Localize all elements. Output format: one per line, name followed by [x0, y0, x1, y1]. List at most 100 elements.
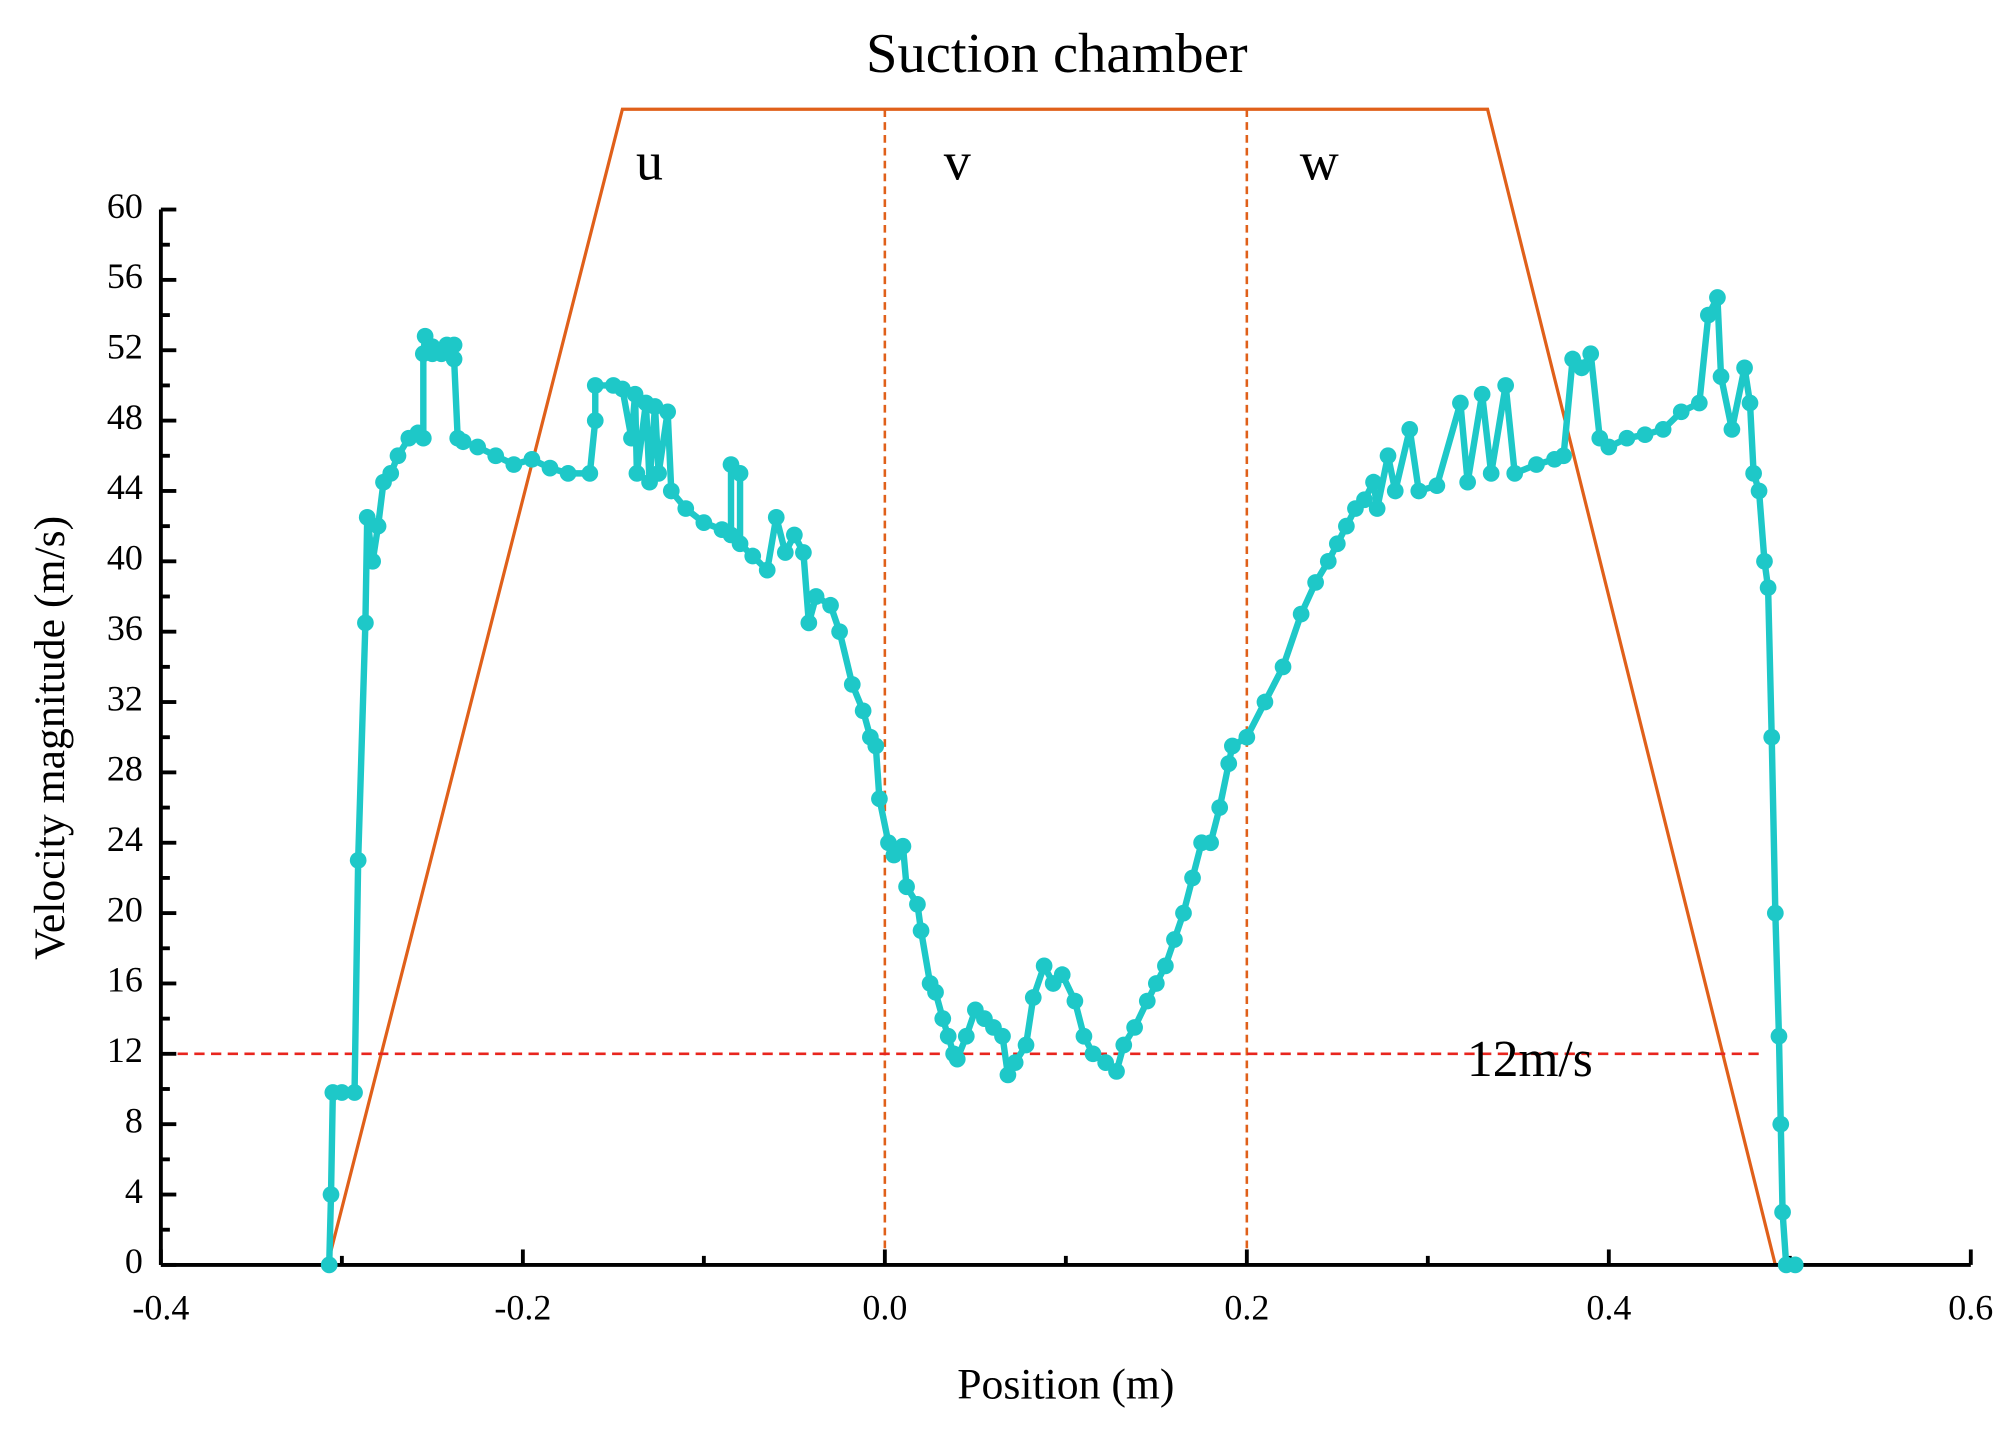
y-tick-label: 56 [107, 256, 143, 296]
data-point [1582, 345, 1600, 363]
y-tick-label: 12 [107, 1030, 143, 1070]
data-point [623, 429, 640, 447]
data-point [382, 465, 400, 482]
data-point [867, 737, 885, 755]
data-point [389, 447, 407, 465]
x-tick-label: 0.4 [1586, 1287, 1631, 1327]
data-point [646, 398, 664, 415]
y-tick-label: 32 [107, 678, 143, 718]
data-point [320, 1256, 338, 1274]
region-label: u [636, 132, 663, 192]
x-tick-label: -0.2 [494, 1287, 551, 1327]
data-point [586, 377, 604, 394]
data-point [948, 1050, 966, 1068]
data-point [357, 614, 374, 632]
data-point [1750, 482, 1768, 500]
data-point [628, 465, 646, 482]
data-point [1108, 1063, 1125, 1080]
reference-label: 12m/s [1467, 1031, 1593, 1088]
data-point [934, 1010, 952, 1027]
data-point [894, 837, 912, 855]
chamber-outline [325, 107, 1777, 1266]
data-point [898, 878, 915, 896]
data-point [1166, 931, 1183, 948]
data-point [1126, 1019, 1143, 1036]
data-point [1338, 517, 1355, 535]
x-tick-label: 0.6 [1948, 1287, 1993, 1327]
data-point [800, 614, 818, 632]
data-point [927, 983, 944, 1001]
data-point [1459, 473, 1477, 491]
series-line [325, 294, 1796, 1269]
data-point [1772, 1115, 1790, 1133]
data-point [1184, 869, 1201, 887]
data-point [364, 552, 381, 570]
data-point [1274, 658, 1292, 676]
data-point [999, 1066, 1017, 1084]
y-tick-label: 20 [107, 889, 143, 929]
data-point [1700, 306, 1717, 324]
data-point [1482, 465, 1500, 482]
data-point [695, 514, 713, 531]
data-point [1763, 728, 1781, 746]
data-point [731, 465, 749, 482]
data-point [1368, 500, 1386, 517]
data-point [349, 851, 367, 869]
x-tick-label: -0.4 [132, 1287, 189, 1327]
data-point [1017, 1036, 1035, 1054]
x-tick-label: 0.0 [862, 1287, 907, 1327]
data-point [1452, 394, 1469, 412]
data-point [1473, 385, 1491, 403]
data-point [1712, 368, 1730, 385]
data-point [871, 790, 888, 808]
y-axis-label: Velocity magnitude (m/s) [26, 516, 74, 960]
data-point [677, 500, 695, 517]
data-point [1736, 359, 1753, 377]
data-point [1774, 1203, 1791, 1221]
y-tick-label: 16 [107, 960, 143, 1000]
data-point [659, 403, 677, 421]
data-point [776, 544, 794, 561]
data-point [758, 561, 776, 579]
data-point [1356, 491, 1373, 509]
data-point [1672, 403, 1690, 421]
data-point [1766, 904, 1784, 922]
data-point [541, 459, 559, 477]
data-point [1741, 394, 1759, 412]
data-point [1024, 989, 1042, 1006]
data-point [650, 465, 667, 482]
data-point [1636, 426, 1654, 444]
data-point [854, 702, 872, 720]
data-point [731, 535, 749, 553]
data-point [559, 465, 577, 482]
data-point [1497, 377, 1515, 394]
data-point [322, 1186, 340, 1203]
data-point [1147, 975, 1165, 992]
data-point [1175, 904, 1192, 922]
data-point [1745, 465, 1762, 482]
data-point [1066, 992, 1084, 1010]
data-point [662, 482, 680, 500]
data-point [843, 676, 861, 693]
y-tick-label: 8 [125, 1100, 143, 1140]
x-tick-label: 0.2 [1224, 1287, 1269, 1327]
data-point [1786, 1256, 1804, 1274]
x-axis-label: Position (m) [957, 1360, 1174, 1408]
data-point [445, 336, 463, 354]
data-point [767, 508, 785, 526]
data-point [1256, 693, 1274, 711]
data-point [1386, 482, 1404, 500]
data-point [454, 433, 472, 451]
data-point [1759, 579, 1777, 597]
data-point [1319, 552, 1337, 570]
data-point [1211, 799, 1229, 816]
data-point [1328, 535, 1346, 553]
data-point [1138, 992, 1156, 1010]
data-point [1053, 966, 1071, 984]
data-point [487, 447, 505, 465]
data-point [994, 1027, 1011, 1045]
data-point [1220, 755, 1238, 772]
data-point [807, 588, 825, 605]
y-tick-label: 24 [107, 819, 143, 859]
